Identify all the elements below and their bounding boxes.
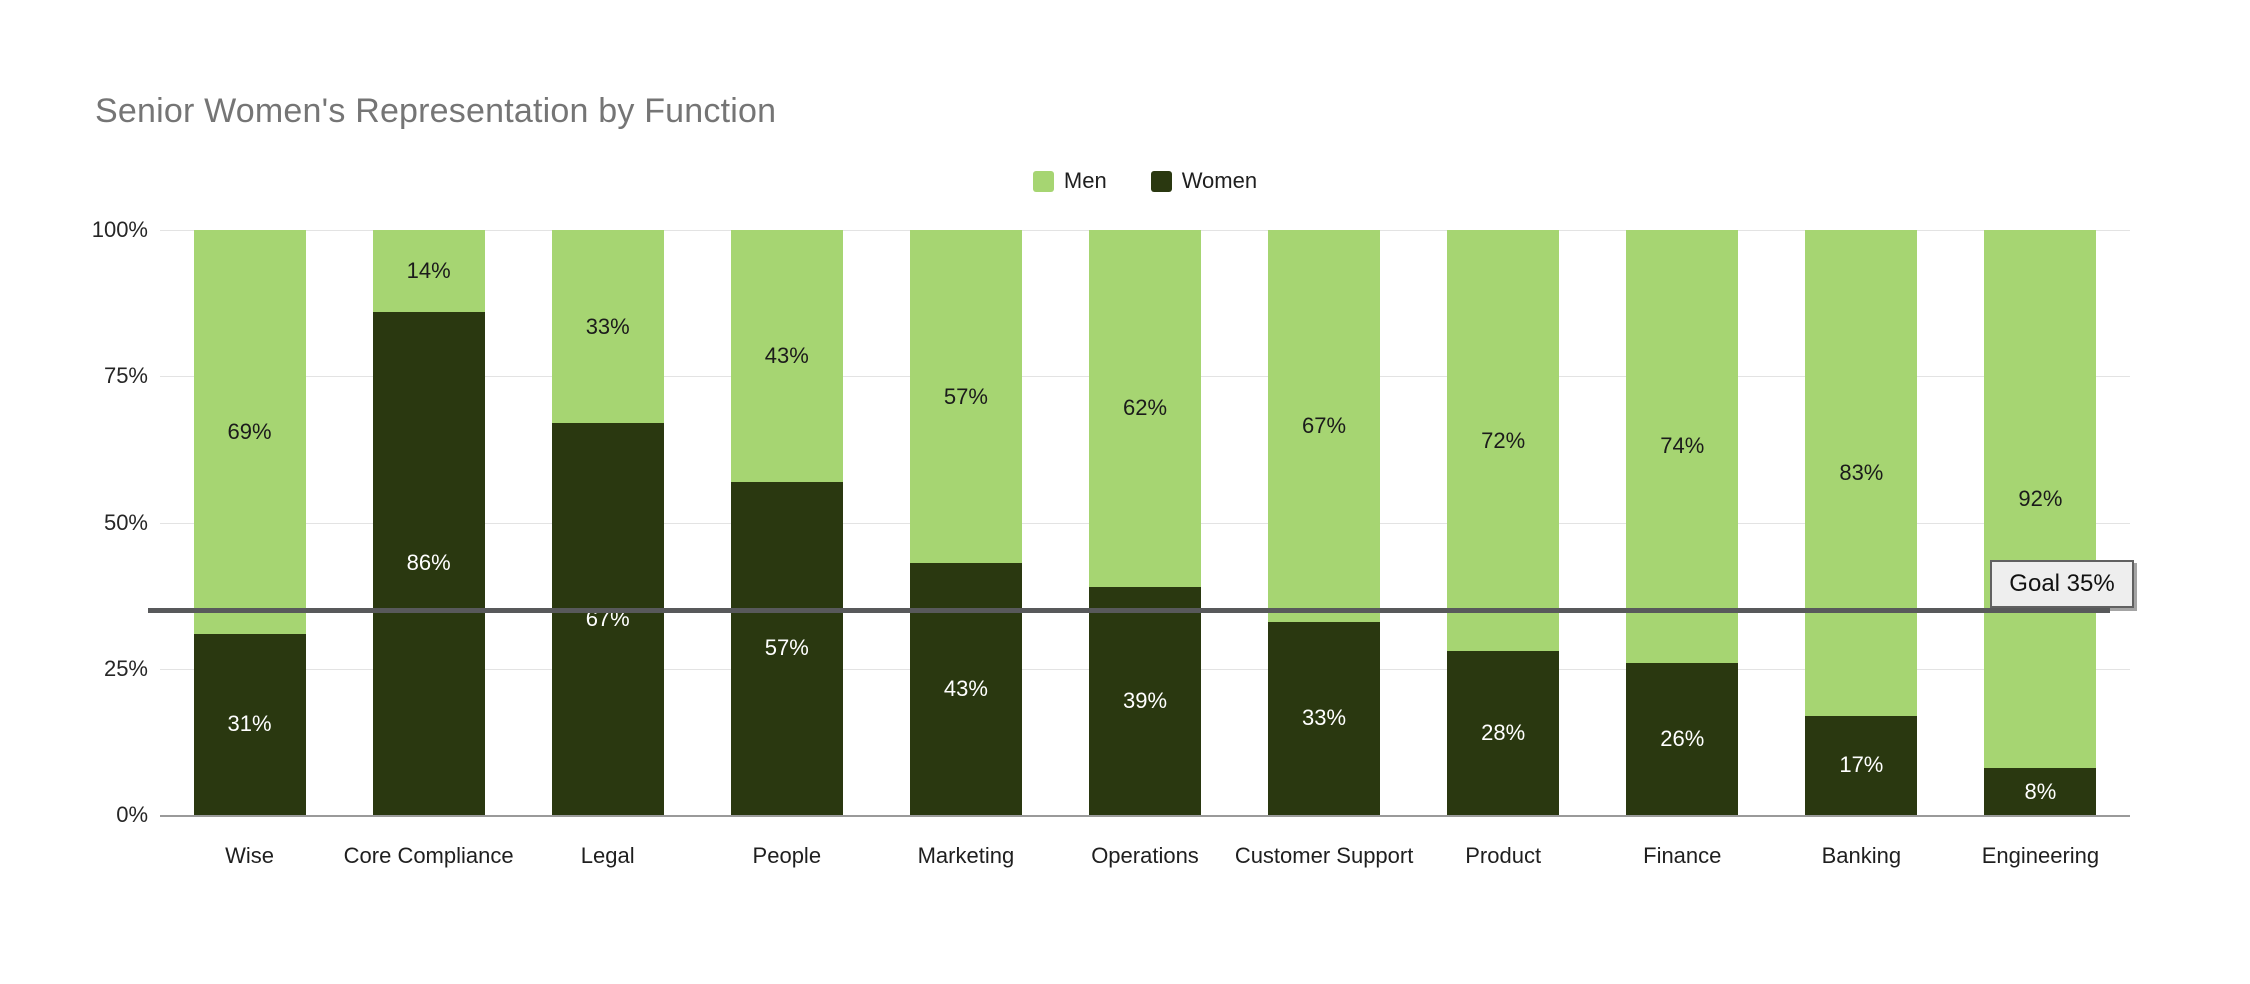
bar-segment-women[interactable] — [1984, 768, 2097, 815]
bar-segment-women[interactable] — [1447, 651, 1560, 815]
x-axis-label: Product — [1465, 843, 1542, 868]
bar-segment-men[interactable] — [551, 230, 664, 424]
x-axis-label: People — [752, 843, 822, 868]
bar-segment-men[interactable] — [730, 230, 843, 482]
y-axis-tick-label: 100% — [91, 217, 148, 242]
bar-segment-women[interactable] — [1805, 715, 1918, 815]
x-axis-label: Wise — [225, 843, 274, 868]
x-axis-label: Finance — [1643, 843, 1722, 868]
x-axis-label: Engineering — [1981, 843, 2100, 868]
legend-swatch-women — [1150, 170, 1172, 192]
bar-segment-men[interactable] — [1626, 230, 1739, 663]
bar-segment-men[interactable] — [1089, 230, 1201, 587]
bar-segment-women[interactable] — [551, 423, 664, 815]
bar-segment-women[interactable] — [730, 481, 843, 815]
bar-group-wise: 69% 31% — [193, 230, 306, 815]
x-axis-label: Legal — [580, 843, 635, 868]
bar-segment-men[interactable] — [1447, 230, 1560, 652]
bar-segment-women[interactable] — [909, 563, 1022, 815]
legend-item-men[interactable]: Men — [1032, 168, 1107, 194]
bar-segment-men[interactable] — [1268, 230, 1381, 622]
chart-title: Senior Women's Representation by Functio… — [95, 92, 777, 130]
bar-group-people: 43% 57% — [730, 230, 843, 815]
bar-segment-men[interactable] — [193, 230, 306, 634]
bar-segment-women[interactable] — [372, 311, 485, 815]
plot-area: 69% 31% 14% 86% 33% 67% 43% 57% 57% 43% 62% 39% 67% 3… — [160, 230, 2130, 817]
bar-segment-women[interactable] — [1626, 662, 1739, 815]
x-axis-line — [160, 815, 2130, 817]
legend-item-women[interactable]: Women — [1150, 168, 1258, 194]
bar-group-customer-support: 67% 33% — [1268, 230, 1381, 815]
bar-group-marketing: 57% 43% — [909, 230, 1022, 815]
bar-segment-men[interactable] — [372, 230, 485, 312]
bar-group-product: 72% 28% — [1447, 230, 1560, 815]
chart-legend: Men Women — [160, 168, 2130, 194]
legend-swatch-men — [1032, 170, 1054, 192]
y-axis-tick-label: 25% — [103, 655, 148, 681]
y-axis-tick-label: 0% — [116, 802, 148, 827]
bar-group-legal: 33% 67% — [551, 230, 664, 815]
bar-segment-women[interactable] — [193, 633, 306, 815]
bar-segment-women[interactable] — [1268, 621, 1381, 815]
x-axis-label: Operations — [1091, 843, 1199, 868]
x-axis-label: Banking — [1821, 843, 1902, 868]
goal-line — [148, 608, 2110, 614]
bar-group-finance: 74% 26% — [1626, 230, 1739, 815]
bar-segment-men[interactable] — [909, 230, 1022, 564]
x-axis-label: Marketing — [917, 843, 1015, 868]
bar-segment-women[interactable] — [1089, 586, 1201, 815]
x-axis-label: Core Compliance — [343, 843, 514, 868]
legend-label: Women — [1181, 168, 1258, 193]
bar-group-core-compliance: 14% 86% — [372, 230, 485, 815]
x-axis-label: Customer Support — [1234, 843, 1414, 868]
goal-label-box: Goal 35% — [1990, 560, 2134, 609]
legend-label: Men — [1063, 168, 1107, 193]
bar-segment-men[interactable] — [1984, 230, 2097, 769]
bar-group-operations: 62% 39% — [1089, 230, 1201, 815]
bar-group-banking: 83% 17% — [1805, 230, 1918, 815]
y-axis-tick-label: 75% — [103, 363, 148, 389]
bar-segment-men[interactable] — [1805, 230, 1918, 716]
bar-group-engineering: 92% 8% — [1984, 230, 2097, 815]
y-axis-tick-label: 50% — [103, 509, 148, 535]
